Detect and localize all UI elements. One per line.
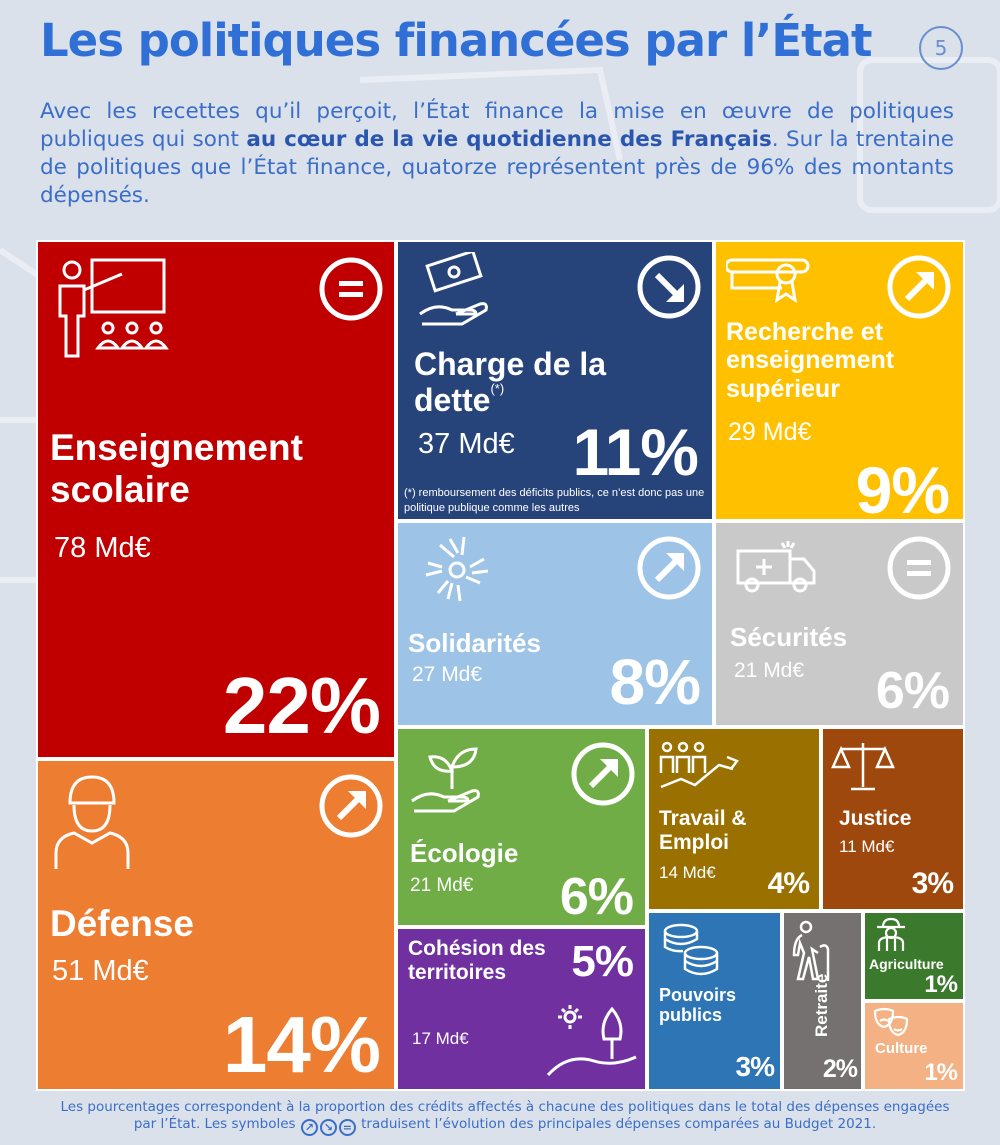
- workers-chart-icon: [659, 741, 739, 789]
- legend-down-icon: ↘: [319, 1119, 337, 1136]
- legend-equal-icon: =: [338, 1119, 356, 1136]
- tile-justice: Justice 11 Md€ 3%: [823, 729, 963, 909]
- soldier-icon: [54, 775, 130, 869]
- intro-text-1: Avec les recettes qu’il perçoit, l’État …: [40, 99, 954, 152]
- tile-dette-amount: 37 Md€: [418, 428, 515, 460]
- footer-note: Les pourcentages correspondent à la prop…: [55, 1099, 955, 1136]
- tile-pouvoirs: Pouvoirs publics 3%: [649, 913, 780, 1089]
- coins-icon: [663, 923, 719, 976]
- tile-travail-percent: 4%: [767, 867, 810, 900]
- trend-down-icon: [637, 255, 701, 319]
- tile-defense-percent: 14%: [222, 1000, 381, 1089]
- tile-recherche-name: Recherche et enseignement supérieur: [726, 318, 895, 403]
- tile-travail-amount: 14 Md€: [659, 863, 716, 882]
- tile-agriculture-percent: 1%: [924, 971, 958, 998]
- treemap-chart: Enseignement scolaire 78 Md€ 22% Défense…: [36, 240, 965, 1091]
- tile-pouvoirs-name: Pouvoirs publics: [659, 985, 737, 1026]
- tile-recherche: Recherche et enseignement supérieur 29 M…: [716, 242, 963, 519]
- tile-solidarites: Solidarités 27 Md€ 8%: [398, 523, 712, 725]
- tile-dette: Charge de la dette(*) 37 Md€ 11% (*) rem…: [398, 242, 712, 519]
- tile-ecologie-percent: 6%: [559, 868, 634, 925]
- intro-text-2: . Sur la trentaine de politiques que l’É…: [40, 127, 955, 208]
- tile-securites-amount: 21 Md€: [734, 659, 805, 682]
- tile-cohesion-amount: 17 Md€: [412, 1029, 469, 1048]
- trend-up-icon: [319, 774, 383, 838]
- tile-securites-name: Sécurités: [730, 622, 848, 652]
- landscape-icon: [546, 1005, 637, 1077]
- tile-enseignement-name: Enseignement scolaire: [50, 427, 303, 510]
- plant-hand-icon: [411, 747, 480, 813]
- tile-defense: Défense 51 Md€ 14%: [38, 761, 394, 1089]
- tile-justice-percent: 3%: [911, 867, 954, 900]
- teacher-icon: [58, 258, 169, 358]
- tile-defense-name: Défense: [50, 903, 194, 944]
- tile-solidarites-percent: 8%: [609, 646, 701, 718]
- footer-text-2: traduisent l’évolution des principales d…: [356, 1116, 877, 1132]
- tile-securites: Sécurités 21 Md€ 6%: [716, 523, 963, 725]
- tile-dette-percent: 11%: [572, 415, 699, 489]
- tile-cohesion: Cohésion des territoires 17 Md€ 5%: [398, 929, 645, 1089]
- footer-text-1: Les pourcentages correspondent à la prop…: [60, 1099, 950, 1132]
- trend-up-icon: [571, 742, 635, 806]
- tile-retraite: Retraite 2%: [784, 913, 861, 1089]
- tile-ecologie-name: Écologie: [410, 838, 519, 868]
- tile-dette-name: Charge de la dette(*): [414, 346, 606, 418]
- farmer-icon: [877, 917, 905, 951]
- tile-ecologie: Écologie 21 Md€ 6%: [398, 729, 645, 925]
- scales-icon: [831, 743, 895, 791]
- tile-enseignement-amount: 78 Md€: [54, 532, 151, 564]
- tile-agriculture-name: Agriculture: [869, 956, 944, 972]
- tile-retraite-name: Retraite: [812, 973, 831, 1037]
- page-number: 5: [919, 26, 963, 70]
- tile-retraite-percent: 2%: [822, 1055, 858, 1083]
- tile-justice-amount: 11 Md€: [839, 837, 895, 856]
- tile-cohesion-percent: 5%: [571, 937, 634, 986]
- money-hand-icon: [419, 252, 488, 326]
- tile-travail-name: Travail & Emploi: [659, 807, 747, 854]
- trend-equal-icon: [319, 257, 383, 321]
- tile-enseignement: Enseignement scolaire 78 Md€ 22%: [38, 242, 394, 757]
- tile-dette-footnote: (*) remboursement des déficits publics, …: [404, 487, 705, 514]
- elderly-icon: [792, 920, 830, 981]
- intro-paragraph: Avec les recettes qu’il perçoit, l’État …: [40, 98, 954, 210]
- tile-dette-name-line2: dette: [414, 382, 491, 419]
- tile-defense-amount: 51 Md€: [52, 955, 149, 987]
- tile-culture: Culture 1%: [865, 1003, 963, 1089]
- masks-icon: [873, 1007, 909, 1037]
- tile-dette-footnote-mark: (*): [490, 381, 505, 397]
- tile-agriculture: Agriculture 1%: [865, 913, 963, 999]
- trend-equal-icon: [887, 536, 951, 600]
- tile-solidarites-name: Solidarités: [408, 628, 541, 658]
- tile-justice-name: Justice: [839, 807, 912, 830]
- page-title: Les politiques financées par l’État: [40, 14, 872, 67]
- ambulance-icon: [736, 541, 816, 593]
- tile-cohesion-name: Cohésion des territoires: [408, 937, 546, 984]
- tile-solidarites-amount: 27 Md€: [412, 663, 483, 686]
- tile-ecologie-amount: 21 Md€: [410, 875, 474, 896]
- tile-pouvoirs-percent: 3%: [735, 1051, 775, 1082]
- trend-up-icon: [887, 255, 951, 319]
- intro-text-bold: au cœur de la vie quotidienne des França…: [246, 127, 772, 152]
- tile-securites-percent: 6%: [875, 662, 950, 720]
- hands-circle-icon: [425, 536, 489, 602]
- tile-recherche-percent: 9%: [855, 453, 950, 519]
- tile-travail: Travail & Emploi 14 Md€ 4%: [649, 729, 819, 909]
- tile-culture-percent: 1%: [924, 1059, 958, 1086]
- legend-up-icon: ↗: [300, 1119, 318, 1136]
- tile-recherche-amount: 29 Md€: [728, 418, 812, 446]
- tile-enseignement-percent: 22%: [222, 661, 381, 750]
- tile-dette-name-line1: Charge de la: [414, 346, 607, 382]
- diploma-icon: [726, 258, 810, 304]
- trend-up-icon: [637, 536, 701, 600]
- tile-culture-name: Culture: [875, 1040, 928, 1057]
